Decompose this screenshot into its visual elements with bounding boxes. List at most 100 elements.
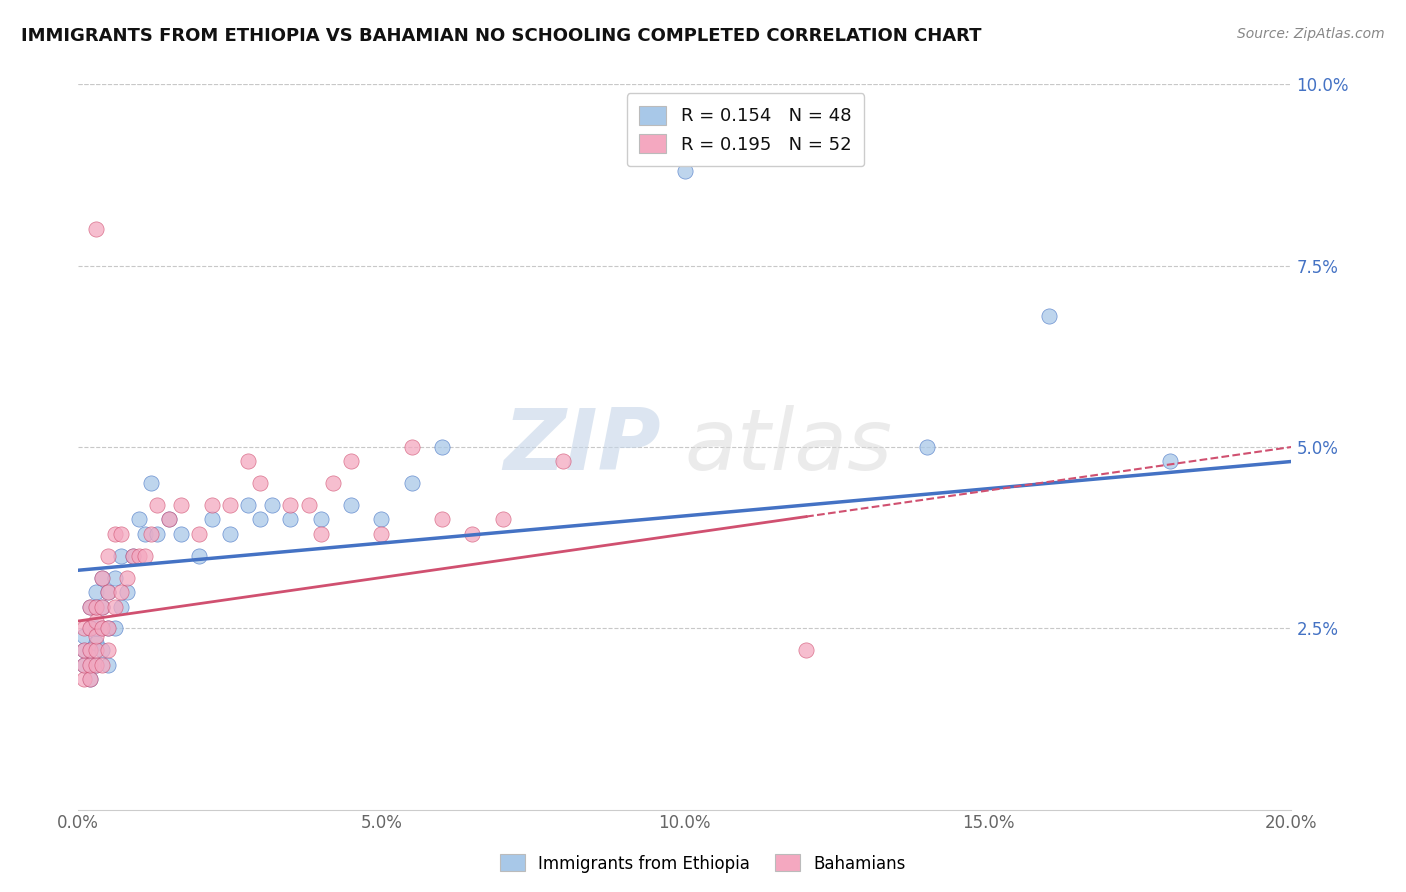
Point: [79, 599, 101, 614]
Point: [91, 570, 114, 584]
Point: [492, 512, 515, 526]
Text: atlas: atlas: [685, 406, 893, 489]
Point: [86, 222, 108, 236]
Point: [115, 570, 138, 584]
Point: [91, 570, 114, 584]
Legend: R = 0.154   N = 48, R = 0.195   N = 52: R = 0.154 N = 48, R = 0.195 N = 52: [627, 94, 865, 167]
Point: [79, 621, 101, 635]
Point: [103, 570, 125, 584]
Point: [370, 527, 392, 541]
Point: [110, 599, 132, 614]
Point: [146, 498, 169, 512]
Point: [86, 585, 108, 599]
Point: [121, 549, 143, 563]
Point: [73, 621, 96, 635]
Point: [86, 636, 108, 650]
Point: [79, 599, 101, 614]
Point: [340, 498, 363, 512]
Point: [139, 527, 162, 541]
Point: [103, 527, 125, 541]
Point: [309, 512, 332, 526]
Legend: Immigrants from Ethiopia, Bahamians: Immigrants from Ethiopia, Bahamians: [494, 847, 912, 880]
Point: [110, 549, 132, 563]
Point: [134, 527, 156, 541]
Point: [309, 527, 332, 541]
Point: [91, 643, 114, 657]
Point: [97, 657, 120, 672]
Point: [103, 621, 125, 635]
Point: [170, 527, 193, 541]
Point: [430, 440, 453, 454]
Point: [157, 512, 180, 526]
Point: [86, 657, 108, 672]
Point: [1159, 454, 1181, 468]
Point: [73, 643, 96, 657]
Point: [73, 657, 96, 672]
Point: [188, 549, 211, 563]
Point: [200, 512, 222, 526]
Point: [146, 527, 169, 541]
Point: [249, 512, 271, 526]
Point: [218, 498, 240, 512]
Point: [794, 643, 817, 657]
Point: [91, 599, 114, 614]
Point: [79, 657, 101, 672]
Point: [262, 498, 284, 512]
Point: [86, 599, 108, 614]
Point: [79, 672, 101, 686]
Point: [79, 643, 101, 657]
Point: [73, 657, 96, 672]
Point: [461, 527, 484, 541]
Point: [91, 621, 114, 635]
Point: [280, 498, 302, 512]
Point: [280, 512, 302, 526]
Point: [115, 585, 138, 599]
Point: [110, 585, 132, 599]
Point: [79, 643, 101, 657]
Point: [91, 657, 114, 672]
Point: [86, 643, 108, 657]
Point: [170, 498, 193, 512]
Point: [79, 621, 101, 635]
Point: [73, 672, 96, 686]
Point: [128, 549, 150, 563]
Point: [188, 527, 211, 541]
Point: [200, 498, 222, 512]
Point: [91, 599, 114, 614]
Point: [97, 643, 120, 657]
Point: [103, 599, 125, 614]
Point: [1038, 310, 1060, 324]
Point: [121, 549, 143, 563]
Point: [134, 549, 156, 563]
Point: [86, 621, 108, 635]
Point: [370, 512, 392, 526]
Point: [86, 657, 108, 672]
Point: [236, 454, 259, 468]
Point: [322, 476, 344, 491]
Point: [73, 628, 96, 642]
Point: [401, 476, 423, 491]
Point: [298, 498, 321, 512]
Point: [97, 621, 120, 635]
Point: [73, 643, 96, 657]
Point: [91, 621, 114, 635]
Point: [86, 614, 108, 628]
Point: [97, 549, 120, 563]
Point: [79, 672, 101, 686]
Point: [157, 512, 180, 526]
Point: [917, 440, 939, 454]
Point: [139, 476, 162, 491]
Point: [86, 628, 108, 642]
Point: [97, 585, 120, 599]
Text: IMMIGRANTS FROM ETHIOPIA VS BAHAMIAN NO SCHOOLING COMPLETED CORRELATION CHART: IMMIGRANTS FROM ETHIOPIA VS BAHAMIAN NO …: [21, 27, 981, 45]
Point: [97, 585, 120, 599]
Point: [673, 164, 696, 178]
Point: [430, 512, 453, 526]
Point: [128, 512, 150, 526]
Text: Source: ZipAtlas.com: Source: ZipAtlas.com: [1237, 27, 1385, 41]
Point: [401, 440, 423, 454]
Point: [249, 476, 271, 491]
Point: [86, 599, 108, 614]
Point: [79, 657, 101, 672]
Point: [110, 527, 132, 541]
